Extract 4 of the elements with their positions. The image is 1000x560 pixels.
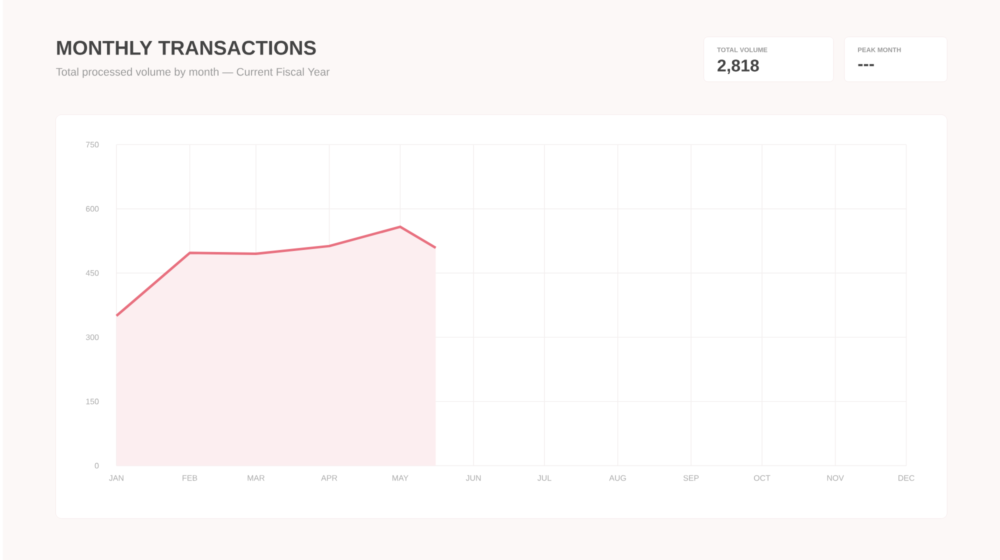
chart-title: MONTHLY TRANSACTIONS xyxy=(57,40,316,55)
text: 2,818 xyxy=(718,59,759,74)
text: --- xyxy=(858,64,874,66)
chart-subtitle: Total processed volume by month — Current Fiscal Year xyxy=(56,67,330,78)
